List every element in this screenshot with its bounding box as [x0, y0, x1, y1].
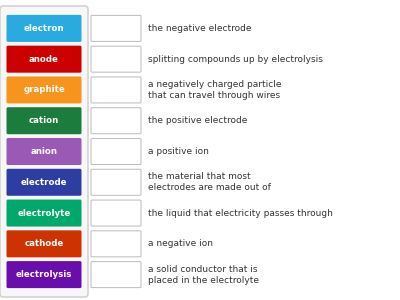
Text: graphite: graphite	[23, 85, 65, 94]
FancyBboxPatch shape	[6, 76, 82, 103]
FancyBboxPatch shape	[91, 139, 141, 164]
FancyBboxPatch shape	[6, 46, 82, 73]
Text: anion: anion	[30, 147, 58, 156]
Text: a solid conductor that is
placed in the electrolyte: a solid conductor that is placed in the …	[148, 265, 259, 285]
FancyBboxPatch shape	[6, 261, 82, 288]
FancyBboxPatch shape	[91, 46, 141, 72]
FancyBboxPatch shape	[91, 15, 141, 41]
FancyBboxPatch shape	[0, 6, 88, 297]
Text: the material that most
electrodes are made out of: the material that most electrodes are ma…	[148, 172, 271, 192]
FancyBboxPatch shape	[91, 108, 141, 134]
FancyBboxPatch shape	[6, 138, 82, 165]
FancyBboxPatch shape	[6, 107, 82, 134]
Text: a positive ion: a positive ion	[148, 147, 209, 156]
Text: the liquid that electricity passes through: the liquid that electricity passes throu…	[148, 208, 333, 217]
Text: the positive electrode: the positive electrode	[148, 116, 247, 125]
FancyBboxPatch shape	[91, 231, 141, 257]
Text: cation: cation	[29, 116, 59, 125]
Text: electrolysis: electrolysis	[16, 270, 72, 279]
FancyBboxPatch shape	[91, 262, 141, 288]
FancyBboxPatch shape	[91, 77, 141, 103]
FancyBboxPatch shape	[6, 200, 82, 226]
Text: electron: electron	[24, 24, 64, 33]
Text: splitting compounds up by electrolysis: splitting compounds up by electrolysis	[148, 55, 323, 64]
Text: anode: anode	[29, 55, 59, 64]
FancyBboxPatch shape	[6, 169, 82, 196]
Text: a negative ion: a negative ion	[148, 239, 213, 248]
Text: a negatively charged particle
that can travel through wires: a negatively charged particle that can t…	[148, 80, 282, 100]
FancyBboxPatch shape	[6, 15, 82, 42]
Text: cathode: cathode	[24, 239, 64, 248]
Text: electrolyte: electrolyte	[17, 208, 71, 217]
Text: the negative electrode: the negative electrode	[148, 24, 252, 33]
FancyBboxPatch shape	[91, 200, 141, 226]
FancyBboxPatch shape	[6, 230, 82, 257]
FancyBboxPatch shape	[91, 169, 141, 195]
Text: electrode: electrode	[21, 178, 67, 187]
